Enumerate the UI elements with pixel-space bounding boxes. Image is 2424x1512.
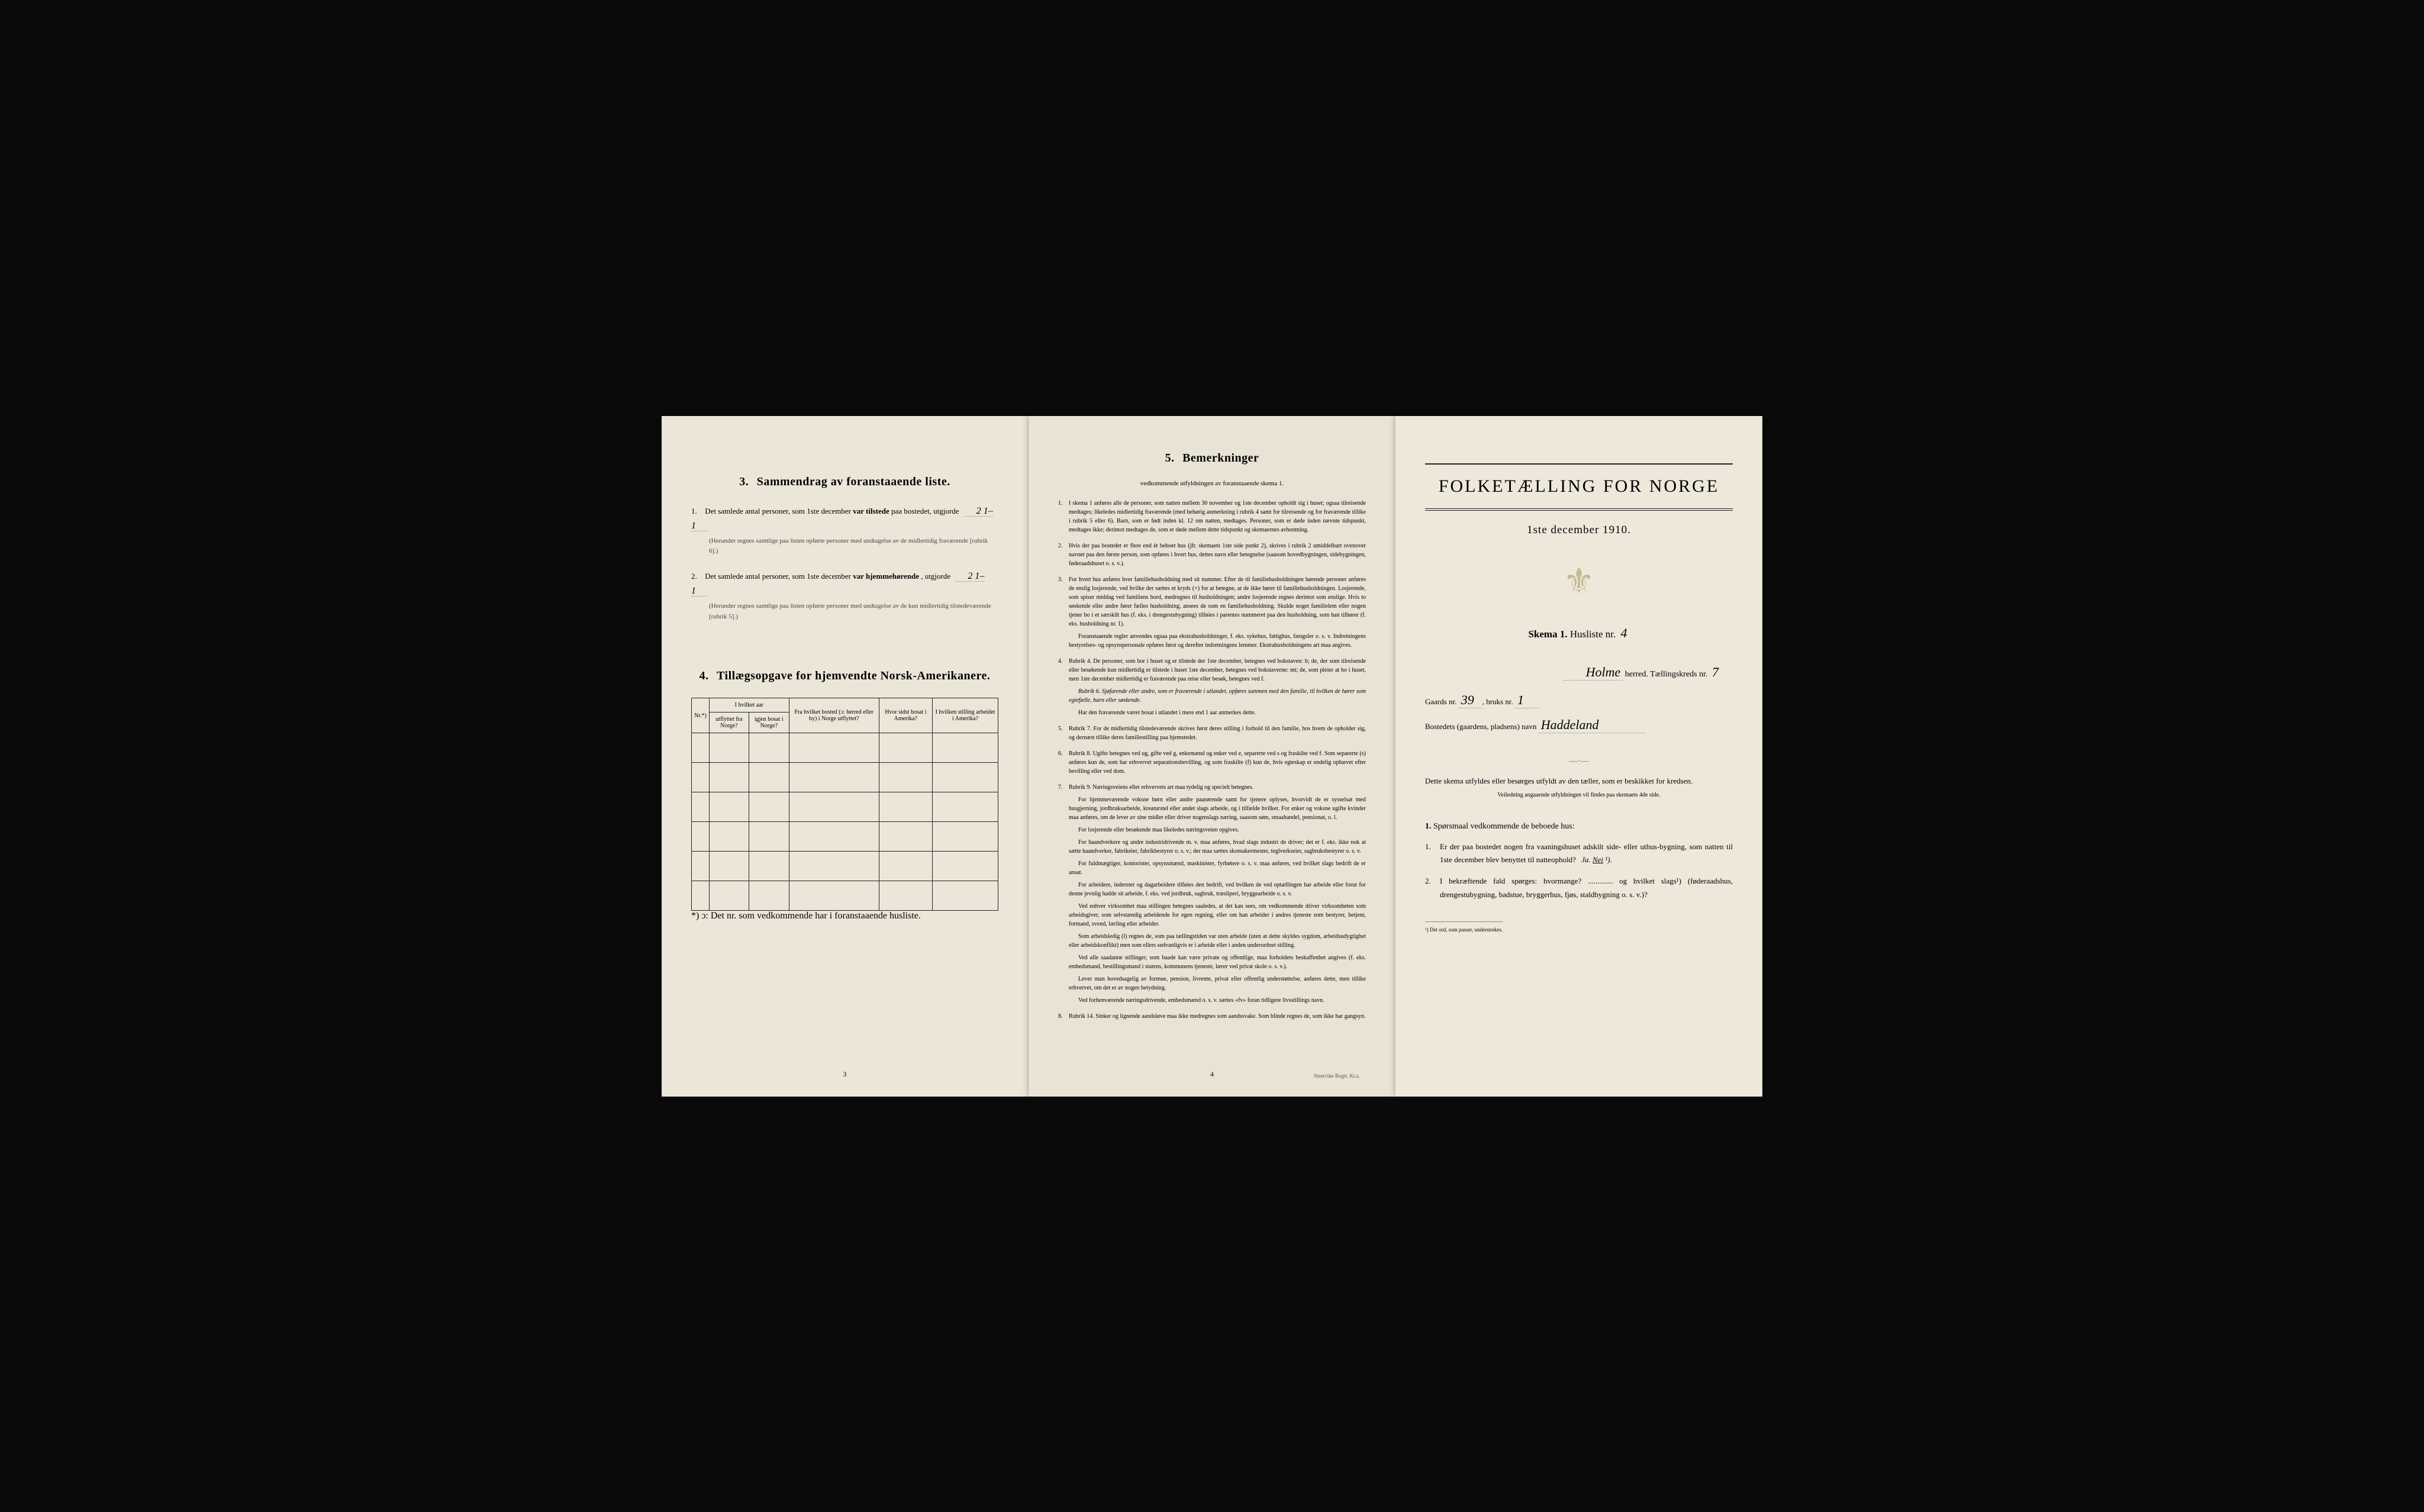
heading-num: 4. bbox=[700, 669, 709, 682]
bosted-name: Haddeland bbox=[1539, 717, 1645, 733]
page-4: 5. Bemerkninger vedkommende utfyldningen… bbox=[1029, 416, 1395, 1097]
th-where: Hvor sidst bosat i Amerika? bbox=[879, 698, 932, 733]
page-number: 4 bbox=[1210, 1070, 1214, 1079]
census-document: 3. Sammendrag av foranstaaende liste. 1.… bbox=[662, 416, 1762, 1097]
table-row bbox=[692, 852, 998, 881]
rule-item: Rubrik 8. Ugifte betegnes ved ug, gifte … bbox=[1058, 749, 1366, 776]
printer-imprint: Steen'ske Bogtr. Kr.a. bbox=[1314, 1073, 1360, 1079]
questions-heading: 1. Spørsmaal vedkommende de beboede hus: bbox=[1425, 822, 1733, 831]
section-4-emigrants: 4. Tillægsopgave for hjemvendte Norsk-Am… bbox=[691, 669, 998, 921]
herred-label: herred. bbox=[1625, 670, 1648, 679]
item-text-after: , utgjorde bbox=[921, 572, 950, 581]
husliste-label: Husliste nr. bbox=[1570, 628, 1616, 640]
summary-item-2: 2. Det samlede antal personer, som 1ste … bbox=[691, 569, 998, 622]
instruction-small: Veiledning angaaende utfyldningen vil fi… bbox=[1425, 792, 1733, 798]
item-text-after: paa bostedet, utgjorde bbox=[891, 507, 959, 515]
heading-num: 5. bbox=[1165, 452, 1175, 465]
th-emigrated: utflyttet fra Norge? bbox=[709, 713, 749, 733]
heading-text: Tillægsopgave for hjemvendte Norsk-Ameri… bbox=[717, 669, 990, 682]
bosted-label: Bostedets (gaardens, pladsens) navn bbox=[1425, 722, 1536, 731]
emigrants-table: Nr.*) I hvilket aar Fra hvilket bosted (… bbox=[691, 698, 998, 911]
gaards-number: 39 bbox=[1459, 692, 1482, 708]
section-subtitle: vedkommende utfyldningen av foranstaaend… bbox=[1058, 480, 1366, 487]
skema-line: Skema 1. Husliste nr. 4 bbox=[1425, 626, 1733, 641]
herred-name: Holme bbox=[1564, 665, 1623, 681]
section-3-summary: 3. Sammendrag av foranstaaende liste. 1.… bbox=[691, 475, 998, 623]
th-nr: Nr.*) bbox=[692, 698, 710, 733]
section-5-heading: 5. Bemerkninger bbox=[1058, 452, 1366, 465]
item-text: Det samlede antal personer, som 1ste dec… bbox=[705, 572, 851, 581]
item-num: 2. bbox=[691, 570, 703, 583]
page-number: 3 bbox=[843, 1070, 847, 1079]
rule-item: Hvis der paa bostedet er flere end ét be… bbox=[1058, 541, 1366, 568]
table-footnote: *) ɔ: Det nr. som vedkommende har i fora… bbox=[691, 911, 998, 921]
divider-ornament: ―·― bbox=[1425, 757, 1733, 766]
table-row bbox=[692, 881, 998, 911]
question-item: Er der paa bostedet nogen fra vaaningshu… bbox=[1425, 840, 1733, 866]
gaards-line: Gaards nr. 39, bruks nr. 1 bbox=[1425, 692, 1733, 708]
th-from: Fra hvilket bosted (ɔ: herred eller by) … bbox=[789, 698, 879, 733]
question-item: I bekræftende fald spørges: hvormange? .… bbox=[1425, 875, 1733, 901]
item-num: 1. bbox=[691, 505, 703, 518]
table-row bbox=[692, 822, 998, 852]
gaards-label: Gaards nr. bbox=[1425, 697, 1456, 706]
section-4-heading: 4. Tillægsopgave for hjemvendte Norsk-Am… bbox=[691, 669, 998, 683]
footnote: ¹) Det ord, som passer, understrekes. bbox=[1425, 921, 1503, 933]
th-returned: igjen bosat i Norge? bbox=[749, 713, 789, 733]
th-year: I hvilket aar bbox=[709, 698, 789, 713]
heading-text: Bemerkninger bbox=[1182, 452, 1259, 465]
rule-item: I skema 1 anføres alle de personer, som … bbox=[1058, 499, 1366, 534]
norway-crest-icon: ⚜ bbox=[1425, 560, 1733, 602]
rule-item: Rubrik 9. Næringsveiens eller erhvervets… bbox=[1058, 783, 1366, 1005]
rule-item: For hvert hus anføres hver familiehushol… bbox=[1058, 575, 1366, 650]
heading-num: 3. bbox=[739, 475, 749, 488]
th-position: I hvilken stilling arbeidet i Amerika? bbox=[932, 698, 998, 733]
census-date: 1ste december 1910. bbox=[1425, 524, 1733, 537]
page-3: 3. Sammendrag av foranstaaende liste. 1.… bbox=[662, 416, 1029, 1097]
heading-text: Sammendrag av foranstaaende liste. bbox=[757, 475, 950, 488]
item-bold: var tilstede bbox=[853, 507, 889, 515]
instruction-text: Dette skema utfyldes eller besørges utfy… bbox=[1425, 775, 1733, 788]
tkreds-label: Tællingskreds nr. bbox=[1650, 670, 1707, 679]
bruks-number: 1 bbox=[1515, 692, 1539, 708]
section-3-heading: 3. Sammendrag av foranstaaende liste. bbox=[691, 475, 998, 489]
q-text: Spørsmaal vedkommende de beboede hus: bbox=[1433, 822, 1575, 831]
herred-line: Holme herred. Tællingskreds nr. 7 bbox=[1425, 665, 1733, 681]
table-row bbox=[692, 733, 998, 763]
item-text: Det samlede antal personer, som 1ste dec… bbox=[705, 507, 851, 515]
skema-label: Skema 1. bbox=[1528, 628, 1567, 640]
rule-item: Rubrik 14. Sinker og lignende aandsløve … bbox=[1058, 1012, 1366, 1021]
rule-item: Rubrik 4. De personer, som bor i huset o… bbox=[1058, 657, 1366, 717]
item-note: (Herunder regnes samtlige paa listen opf… bbox=[709, 536, 998, 557]
tkreds-number: 7 bbox=[1710, 665, 1721, 679]
item-bold: var hjemmehørende bbox=[853, 572, 919, 581]
page-title: FOLKETÆLLING FOR NORGE 1ste december 191… bbox=[1395, 416, 1762, 1097]
item-note: (Herunder regnes samtlige paa listen opf… bbox=[709, 601, 998, 622]
rule-item: Rubrik 7. For de midlertidig tilstedevær… bbox=[1058, 724, 1366, 742]
rules-list: I skema 1 anføres alle de personer, som … bbox=[1058, 499, 1366, 1021]
q-num: 1. bbox=[1425, 822, 1432, 831]
summary-item-1: 1. Det samlede antal personer, som 1ste … bbox=[691, 504, 998, 557]
section-5-remarks: 5. Bemerkninger vedkommende utfyldningen… bbox=[1058, 452, 1366, 1021]
census-title: FOLKETÆLLING FOR NORGE bbox=[1425, 463, 1733, 509]
husliste-number: 4 bbox=[1619, 626, 1630, 640]
table-row bbox=[692, 792, 998, 822]
bosted-line: Bostedets (gaardens, pladsens) navn Hadd… bbox=[1425, 717, 1733, 733]
table-row bbox=[692, 763, 998, 792]
bruks-label: bruks nr. bbox=[1486, 697, 1513, 706]
questions-list: Er der paa bostedet nogen fra vaaningshu… bbox=[1425, 840, 1733, 901]
